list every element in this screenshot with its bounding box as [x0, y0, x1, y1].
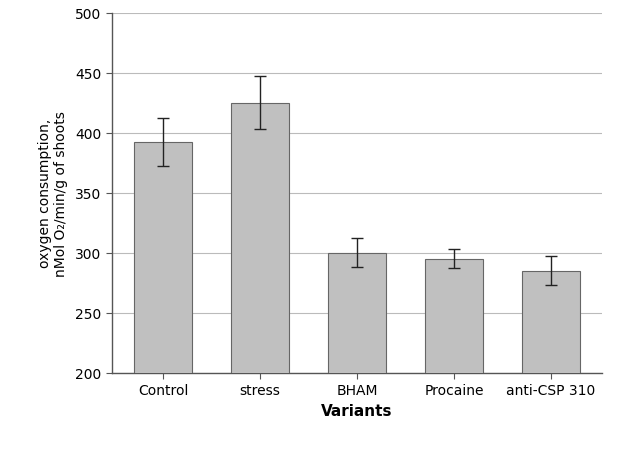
Bar — [231, 103, 289, 455]
Bar — [425, 259, 483, 455]
Y-axis label: oxygen consumption,
nMol O₂/min/g of shoots: oxygen consumption, nMol O₂/min/g of sho… — [38, 111, 68, 276]
Bar — [328, 253, 386, 455]
Bar — [134, 143, 193, 455]
X-axis label: Variants: Variants — [321, 403, 393, 418]
Bar — [522, 271, 580, 455]
